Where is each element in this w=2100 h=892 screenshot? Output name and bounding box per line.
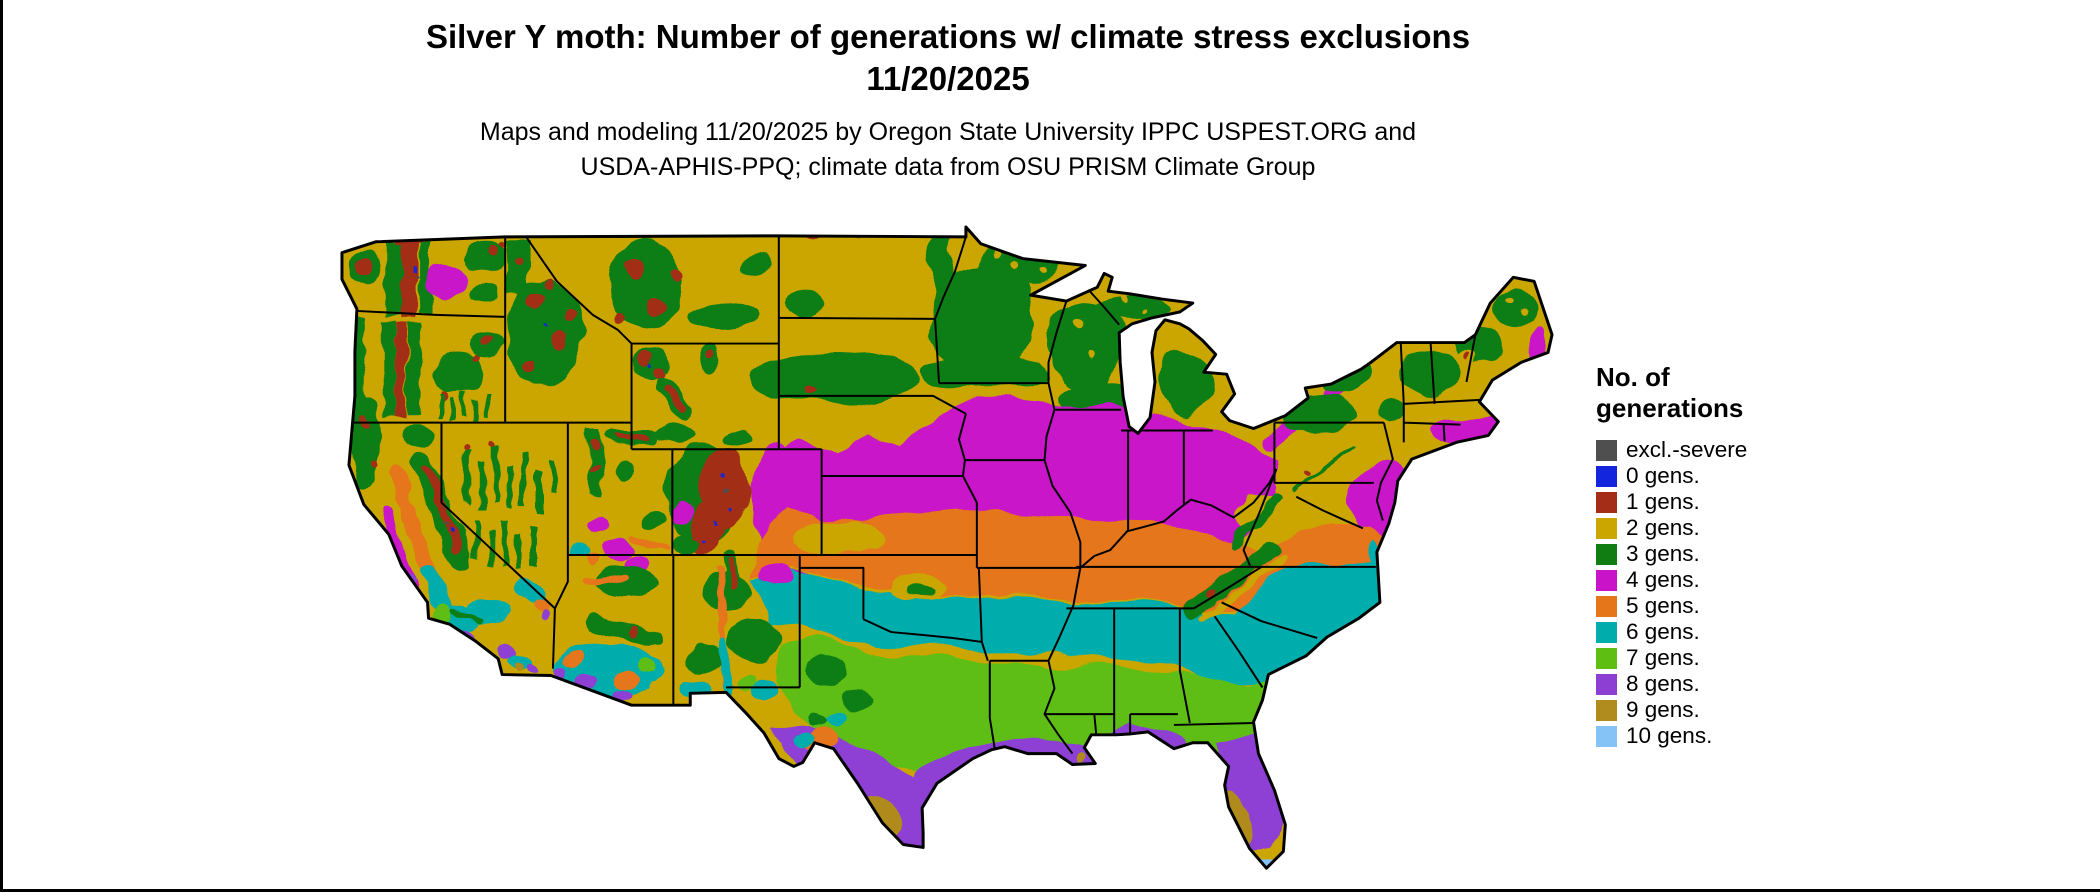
title-block: Silver Y moth: Number of generations w/ … <box>333 16 1563 184</box>
legend-swatch-10-gens <box>1596 725 1617 747</box>
legend-item-label: 9 gens. <box>1626 697 1700 723</box>
legend-title: No. of generations <box>1596 362 1744 423</box>
legend-item-label: 2 gens. <box>1626 515 1700 541</box>
legend-item: excl.-severe <box>1596 437 1856 463</box>
legend-item: 1 gens. <box>1596 489 1856 515</box>
legend-item-label: 5 gens. <box>1626 593 1700 619</box>
legend-item: 6 gens. <box>1596 619 1856 645</box>
us-generations-map <box>340 225 1554 870</box>
legend-swatch-excl-severe <box>1596 439 1617 461</box>
map-credits: Maps and modeling 11/20/2025 by Oregon S… <box>333 115 1563 184</box>
page-title-line1: Silver Y moth: Number of generations w/ … <box>425 18 1471 55</box>
legend-swatch-7-gens <box>1596 647 1617 669</box>
legend-swatch-3-gens <box>1596 543 1617 565</box>
legend-item-label: 3 gens. <box>1626 541 1700 567</box>
legend-item: 9 gens. <box>1596 697 1856 723</box>
legend-item: 3 gens. <box>1596 541 1856 567</box>
legend: No. of generations excl.-severe 0 gens. … <box>1596 362 1856 749</box>
legend-item-label: 7 gens. <box>1626 645 1700 671</box>
legend-swatch-0-gens <box>1596 465 1617 487</box>
legend-swatch-6-gens <box>1596 621 1617 643</box>
legend-swatch-4-gens <box>1596 569 1617 591</box>
page-title-line2: 11/20/2025 <box>866 60 1030 98</box>
legend-swatch-8-gens <box>1596 673 1617 695</box>
legend-swatch-9-gens <box>1596 699 1617 721</box>
map-credits-line1: Maps and modeling 11/20/2025 by Oregon S… <box>479 118 1417 147</box>
legend-item: 2 gens. <box>1596 515 1856 541</box>
map-credits-line2: USDA-APHIS-PPQ; climate data from OSU PR… <box>580 152 1316 181</box>
legend-item-label: excl.-severe <box>1626 437 1748 463</box>
legend-item-label: 1 gens. <box>1626 489 1700 515</box>
legend-item: 8 gens. <box>1596 671 1856 697</box>
legend-swatch-5-gens <box>1596 595 1617 617</box>
legend-item: 7 gens. <box>1596 645 1856 671</box>
legend-swatch-2-gens <box>1596 517 1617 539</box>
state-borders <box>348 235 1481 755</box>
legend-item: 0 gens. <box>1596 463 1856 489</box>
map-container <box>336 224 1560 886</box>
legend-item-label: 6 gens. <box>1626 619 1700 645</box>
legend-swatch-1-gens <box>1596 491 1617 513</box>
legend-item: 5 gens. <box>1596 593 1856 619</box>
legend-item-label: 4 gens. <box>1626 567 1700 593</box>
legend-item-label: 0 gens. <box>1626 463 1700 489</box>
legend-item: 4 gens. <box>1596 567 1856 593</box>
legend-item-label: 8 gens. <box>1626 671 1700 697</box>
legend-item-label: 10 gens. <box>1626 723 1713 749</box>
legend-item: 10 gens. <box>1596 723 1856 749</box>
